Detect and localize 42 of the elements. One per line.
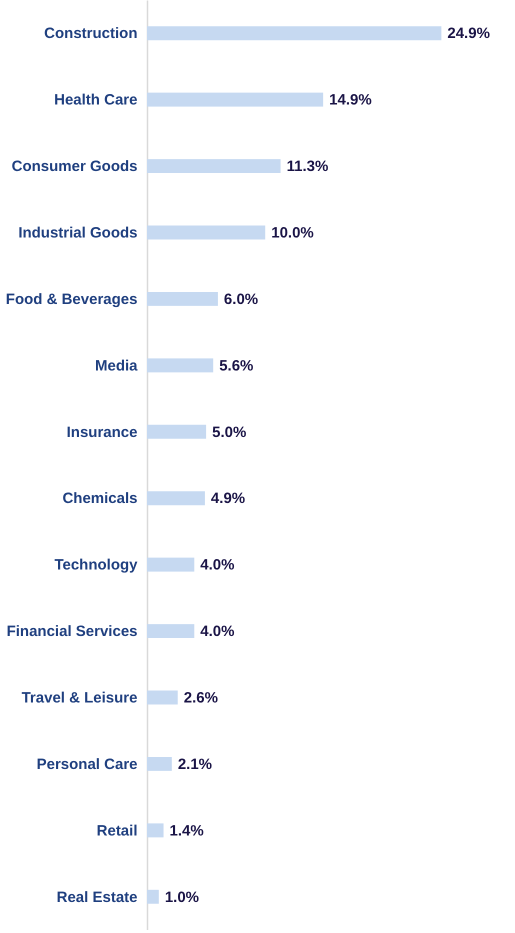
y-tick-label: Media <box>94 357 138 374</box>
data-label: 10.0% <box>271 224 314 242</box>
bar <box>147 491 205 506</box>
y-tick-label: Technology <box>54 556 138 574</box>
y-tick-label: Construction <box>44 25 138 42</box>
bar <box>147 424 206 439</box>
y-tick-label: Financial Services <box>6 623 138 640</box>
y-tick-label: Industrial Goods <box>18 224 138 242</box>
bar <box>147 292 218 306</box>
bar <box>147 823 164 838</box>
data-label: 1.4% <box>170 822 204 840</box>
data-label: 4.0% <box>200 623 234 640</box>
y-tick-label: Travel & Leisure <box>22 690 138 706</box>
data-label: 2.1% <box>178 756 212 773</box>
bar <box>147 756 172 771</box>
y-tick-label: Insurance <box>66 424 138 441</box>
bar <box>147 92 324 107</box>
data-label: 1.0% <box>164 888 200 906</box>
y-tick-label: Food & Beverages <box>6 290 138 308</box>
bar <box>147 358 214 372</box>
bar <box>147 159 281 174</box>
y-tick-label: Personal Care <box>36 756 138 773</box>
bar <box>147 624 194 638</box>
data-label: 24.9% <box>447 25 490 42</box>
bar <box>147 890 159 904</box>
y-tick-label: Chemicals <box>62 490 138 508</box>
bar <box>147 558 194 572</box>
bar <box>147 690 178 704</box>
y-tick-label: Health Care <box>54 92 138 109</box>
data-label: 14.9% <box>329 92 372 109</box>
y-tick-label: Retail <box>96 822 138 840</box>
data-label: 5.6% <box>219 357 254 374</box>
y-tick-label: Real Estate <box>56 888 138 906</box>
data-label: 11.3% <box>286 158 328 176</box>
data-label: 4.9% <box>210 490 246 508</box>
bar <box>147 26 442 40</box>
bar <box>147 226 266 240</box>
data-label: 2.6% <box>184 690 218 706</box>
y-tick-label: Consumer Goods <box>12 158 138 176</box>
data-label: 6.0% <box>224 290 258 308</box>
data-label: 4.0% <box>200 556 234 574</box>
data-label: 5.0% <box>212 424 246 441</box>
